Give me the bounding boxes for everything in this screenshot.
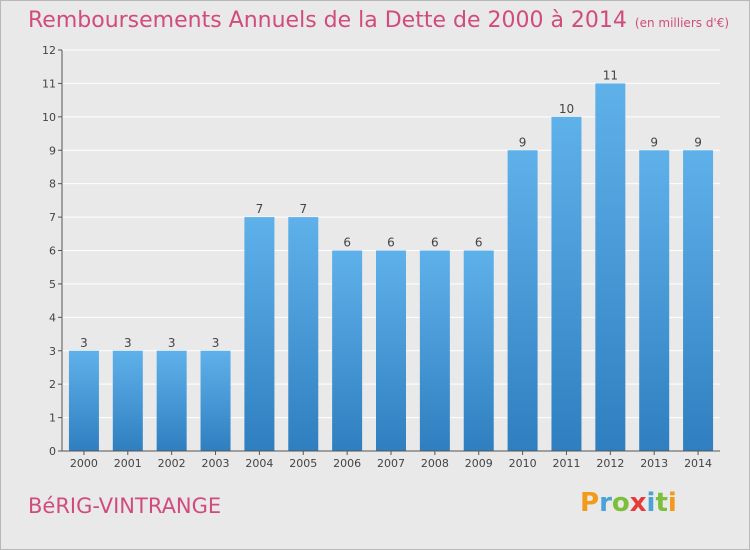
data-label: 9 bbox=[519, 135, 527, 149]
data-label: 11 bbox=[603, 68, 618, 82]
x-tick-label: 2004 bbox=[245, 457, 273, 470]
data-label: 3 bbox=[168, 336, 176, 350]
y-tick-label: 9 bbox=[49, 144, 56, 157]
y-tick-label: 10 bbox=[42, 111, 56, 124]
bar bbox=[507, 150, 538, 451]
y-tick-label: 1 bbox=[49, 412, 56, 425]
bar bbox=[68, 350, 99, 451]
bar bbox=[112, 350, 143, 451]
x-tick-label: 2007 bbox=[377, 457, 405, 470]
y-tick-label: 3 bbox=[49, 345, 56, 358]
y-tick-label: 5 bbox=[49, 278, 56, 291]
y-tick-label: 4 bbox=[49, 311, 56, 324]
x-tick-label: 2001 bbox=[114, 457, 142, 470]
data-label: 7 bbox=[256, 202, 264, 216]
data-label: 3 bbox=[212, 336, 220, 350]
x-tick-label: 2010 bbox=[509, 457, 537, 470]
data-label: 3 bbox=[80, 336, 88, 350]
logo-letter: r bbox=[599, 488, 612, 518]
bar bbox=[463, 250, 494, 451]
data-label: 6 bbox=[431, 236, 439, 250]
logo-letter: i bbox=[667, 488, 677, 518]
bar bbox=[639, 150, 670, 451]
x-tick-label: 2006 bbox=[333, 457, 361, 470]
x-tick-label: 2013 bbox=[640, 457, 668, 470]
bar bbox=[551, 116, 582, 451]
logo-letter: x bbox=[629, 488, 647, 518]
logo-letter: o bbox=[611, 488, 630, 518]
bar bbox=[332, 250, 363, 451]
logo-letter: P bbox=[580, 488, 600, 518]
x-tick-label: 2005 bbox=[289, 457, 317, 470]
data-label: 9 bbox=[694, 135, 702, 149]
data-label: 10 bbox=[559, 102, 574, 116]
y-tick-label: 8 bbox=[49, 178, 56, 191]
data-label: 6 bbox=[387, 236, 395, 250]
chart-title: Remboursements Annuels de la Dette de 20… bbox=[28, 8, 729, 33]
bar bbox=[156, 350, 187, 451]
data-label: 3 bbox=[124, 336, 132, 350]
data-label: 9 bbox=[650, 135, 658, 149]
bar bbox=[244, 217, 275, 451]
data-label: 6 bbox=[343, 236, 351, 250]
y-tick-label: 7 bbox=[49, 211, 56, 224]
bar bbox=[376, 250, 406, 451]
y-tick-label: 11 bbox=[42, 77, 56, 90]
commune-name: BéRIG-VINTRANGE bbox=[28, 494, 222, 518]
bar bbox=[595, 83, 626, 452]
x-tick-label: 2012 bbox=[596, 457, 624, 470]
x-tick-label: 2002 bbox=[158, 457, 186, 470]
x-tick-label: 2000 bbox=[70, 457, 98, 470]
y-tick-label: 2 bbox=[49, 378, 56, 391]
logo-letter: t bbox=[655, 488, 668, 518]
data-label: 7 bbox=[299, 202, 307, 216]
bar bbox=[288, 217, 319, 451]
x-tick-label: 2011 bbox=[552, 457, 580, 470]
logo-letter: i bbox=[646, 488, 656, 518]
y-tick-label: 6 bbox=[49, 245, 56, 258]
x-tick-label: 2009 bbox=[465, 457, 493, 470]
y-tick-label: 0 bbox=[49, 445, 56, 458]
chart-title-text: Remboursements Annuels de la Dette de 20… bbox=[28, 8, 627, 33]
bar bbox=[419, 250, 450, 451]
y-tick-label: 12 bbox=[42, 44, 56, 57]
bar bbox=[683, 150, 714, 451]
data-label: 6 bbox=[475, 236, 483, 250]
bar bbox=[200, 350, 231, 451]
x-tick-label: 2003 bbox=[202, 457, 230, 470]
x-tick-label: 2014 bbox=[684, 457, 712, 470]
x-tick-label: 2008 bbox=[421, 457, 449, 470]
proxiti-logo[interactable]: Proxiti bbox=[580, 488, 677, 518]
chart-subtitle: (en milliers d'€) bbox=[634, 16, 730, 30]
